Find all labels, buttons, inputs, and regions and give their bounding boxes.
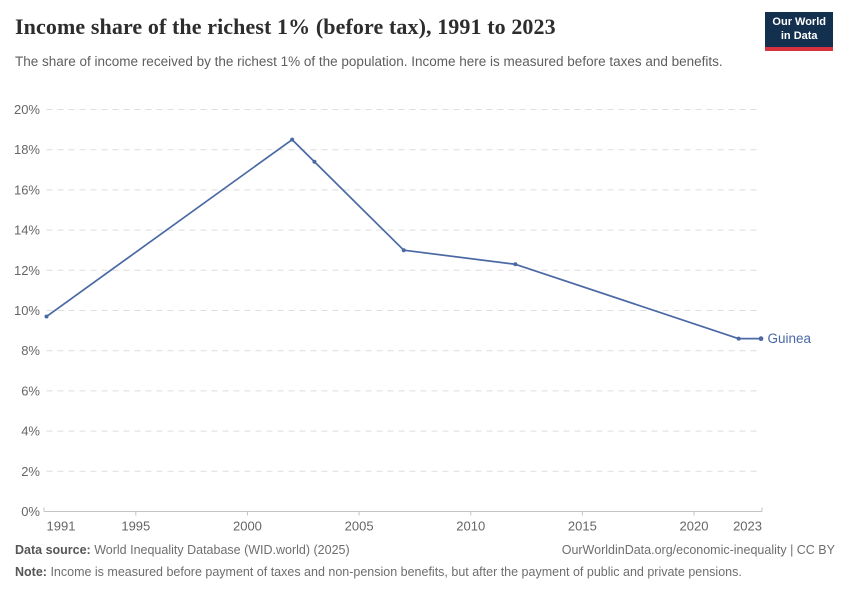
chart-subtitle: The share of income received by the rich… xyxy=(15,54,723,69)
line-chart: 0% 2% 4% 6% 8% 10% 12% 14% 16% 18% 20% 1991 1995 2000… xyxy=(14,102,812,534)
data-point-marker[interactable] xyxy=(312,159,317,164)
series-guinea: Guinea xyxy=(44,137,812,346)
x-tick-label: 2023 xyxy=(733,519,762,534)
x-axis-labels: 1991 1995 2000 2005 2010 2015 2020 2023 xyxy=(47,519,763,534)
x-tick-label: 2010 xyxy=(456,519,485,534)
chart-title: Income share of the richest 1% (before t… xyxy=(15,14,556,39)
data-point-marker[interactable] xyxy=(401,248,406,253)
x-tick-label: 1991 xyxy=(47,519,76,534)
x-tick-label: 2000 xyxy=(233,519,262,534)
y-tick-label: 10% xyxy=(14,303,40,318)
x-tick-label: 2015 xyxy=(568,519,597,534)
y-tick-label: 16% xyxy=(14,182,40,197)
owid-logo-line1: Our World xyxy=(772,16,826,28)
y-tick-label: 18% xyxy=(14,142,40,157)
owid-logo[interactable]: Our World in Data xyxy=(765,12,833,51)
y-gridlines xyxy=(46,109,761,472)
data-source-value: World Inequality Database (WID.world) (2… xyxy=(94,543,350,557)
note-value: Income is measured before payment of tax… xyxy=(50,565,742,580)
x-tick-label: 2005 xyxy=(345,519,374,534)
data-source-label: Data source: xyxy=(15,543,91,557)
data-point-marker[interactable] xyxy=(513,262,518,267)
y-axis-labels: 0% 2% 4% 6% 8% 10% 12% 14% 16% 18% 20% xyxy=(14,102,40,519)
note-label: Note: xyxy=(15,565,47,580)
series-line[interactable] xyxy=(45,138,762,340)
data-point-marker[interactable] xyxy=(736,336,741,341)
data-point-marker[interactable] xyxy=(758,336,764,342)
x-axis xyxy=(43,507,763,516)
data-source-line: Data source: World Inequality Database (… xyxy=(15,541,350,559)
y-tick-label: 12% xyxy=(14,263,40,278)
data-point-marker[interactable] xyxy=(44,314,49,319)
owid-url-link[interactable]: OurWorldinData.org/economic-inequality |… xyxy=(561,543,835,557)
chart-footer: Data source: World Inequality Database (… xyxy=(15,541,835,581)
x-tick-label: 1995 xyxy=(121,519,150,534)
owid-logo-line2: in Data xyxy=(780,29,818,42)
series-end-label[interactable]: Guinea xyxy=(768,331,812,346)
y-tick-label: 0% xyxy=(21,504,40,519)
y-tick-label: 14% xyxy=(14,223,40,238)
y-tick-label: 2% xyxy=(21,464,40,479)
x-tick-label: 2020 xyxy=(680,519,709,534)
y-tick-label: 6% xyxy=(21,383,40,398)
y-tick-label: 20% xyxy=(14,102,40,117)
y-tick-label: 4% xyxy=(21,424,40,439)
y-tick-label: 8% xyxy=(21,343,40,358)
footer-note: Note: Income is measured before payment … xyxy=(15,563,835,581)
data-point-marker[interactable] xyxy=(290,137,295,142)
